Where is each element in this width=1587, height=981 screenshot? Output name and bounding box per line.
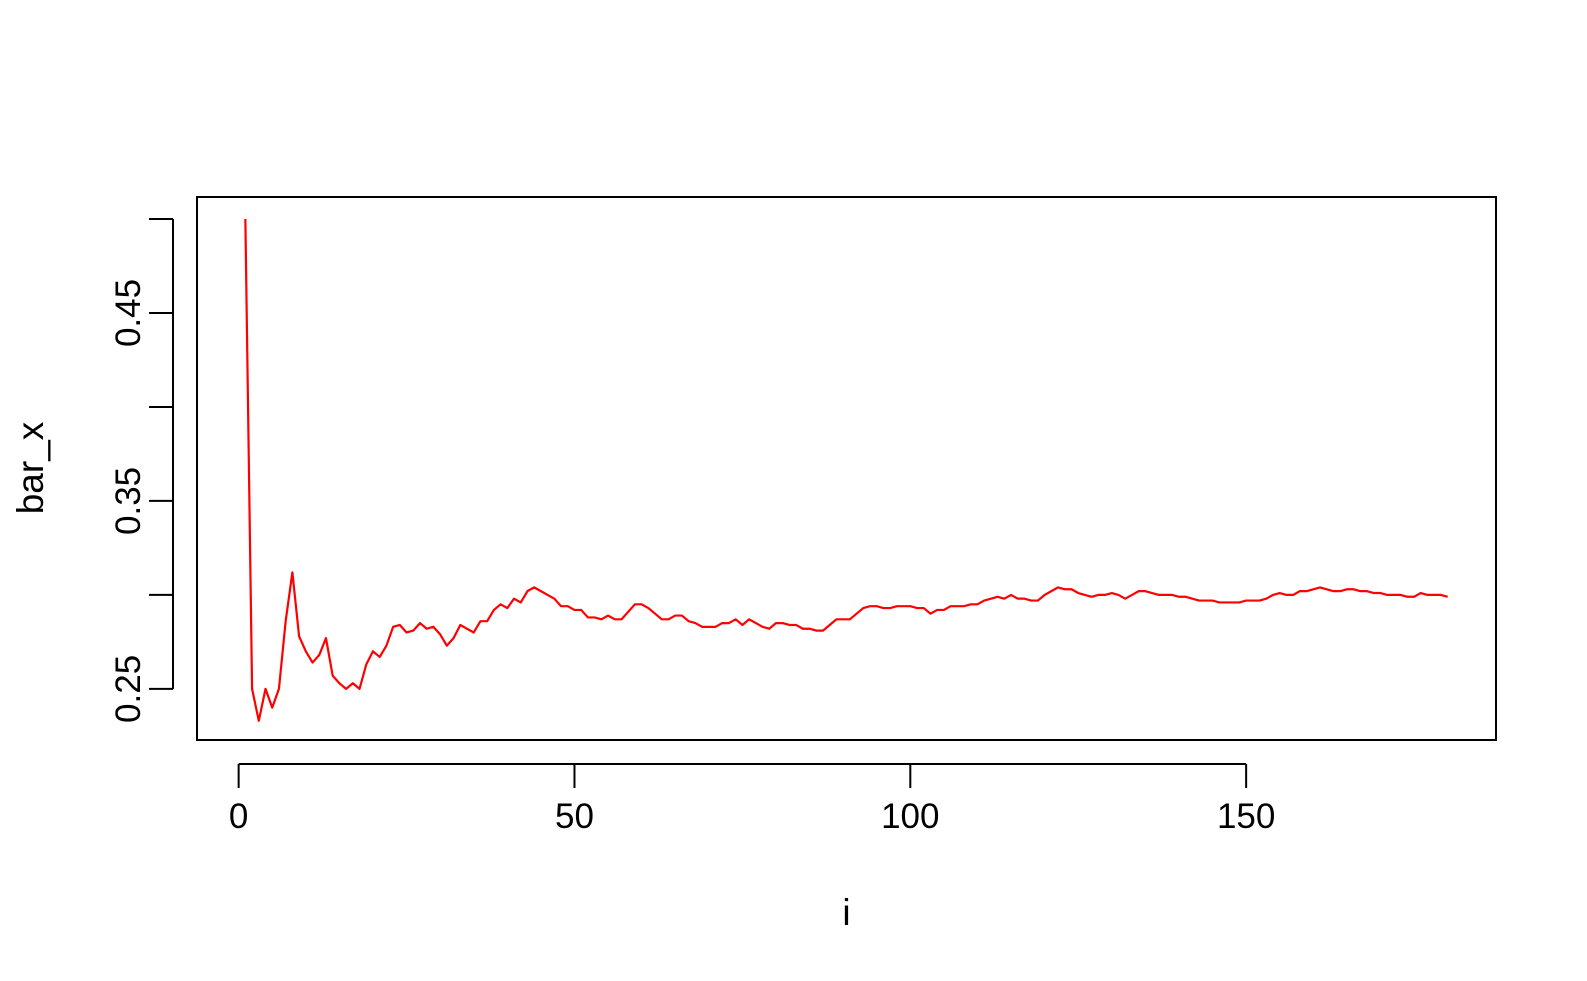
x-tick-label: 50	[555, 797, 594, 836]
y-axis: 0.25 0.35 0.45	[109, 217, 174, 723]
y-axis-label: bar_x	[10, 421, 51, 514]
series-layer	[244, 218, 1448, 722]
y-tick-label: 0.25	[109, 655, 148, 723]
x-tick-label: 100	[881, 797, 939, 836]
x-axis-label: i	[842, 892, 850, 933]
plot-frame	[196, 196, 1497, 741]
x-tick-label: 0	[229, 797, 248, 836]
y-tick-label: 0.35	[109, 467, 148, 535]
series-line-1	[244, 218, 1448, 722]
y-tick-label: 0.45	[109, 279, 148, 347]
x-tick-label: 150	[1217, 797, 1275, 836]
x-axis: 0 50 100 150	[229, 763, 1275, 836]
